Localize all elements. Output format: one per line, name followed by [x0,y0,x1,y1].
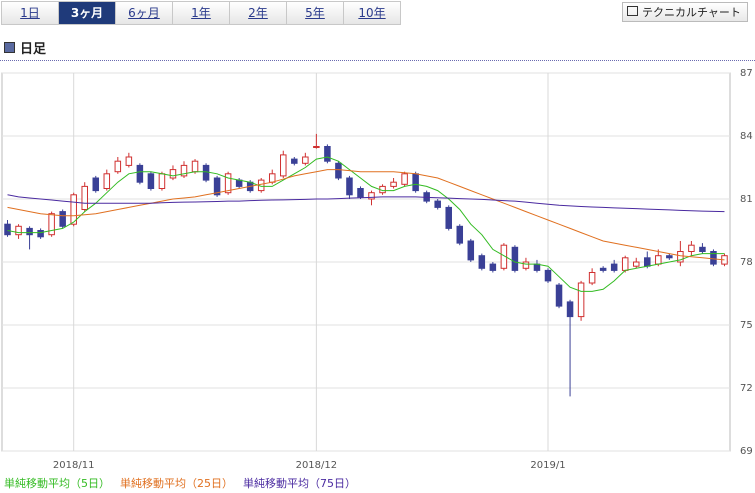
candle-body [489,263,497,271]
candle-body [224,173,232,194]
candle-body [677,251,684,263]
candle-body [346,177,353,196]
candle-body [555,284,563,307]
candle-body [235,179,243,187]
candle-body [15,225,22,236]
heading: 日足 [4,38,46,57]
divider [0,60,755,61]
candle-body [213,177,221,196]
candle-body [456,225,464,244]
candle-body [368,192,375,200]
technical-chart-button[interactable]: テクニカルチャート [622,2,748,22]
candle-body [202,164,210,181]
candle-body [4,223,11,236]
candle-body [655,255,662,265]
candle-body [621,257,629,271]
candle-body [169,169,177,179]
candle-body [401,173,408,185]
legend-entry: 単純移動平均（5日） [4,476,110,490]
candle-body [114,160,122,173]
candle-body [511,246,519,271]
candle-body [610,263,618,271]
candle-body [136,164,144,183]
candle-body [566,301,574,318]
candle-body [632,261,640,267]
candle-body [644,257,651,267]
candle-body [37,230,44,238]
candle-body [180,164,188,177]
candle-body [522,261,530,269]
candle-body [599,267,607,271]
candle-body [688,244,695,252]
tab[interactable]: 3ヶ月 [58,1,116,25]
y-tick-label: 81 [740,194,753,205]
candle-body [268,173,276,183]
legend-entry: 単純移動平均（75日） [243,476,356,490]
y-tick-label: 75 [740,320,753,331]
moving-average-line [7,194,725,213]
x-tick-label: 2018/12 [296,460,338,471]
candle-body [577,282,585,318]
tab[interactable]: 10年 [343,1,401,25]
y-tick-label: 78 [740,257,753,268]
candle-body [588,272,596,284]
moving-average-line [7,156,725,292]
period-tabs: 1日 3ヶ月 6ヶ月 1年 2年 5年 10年 [1,1,401,25]
tab[interactable]: 1年 [172,1,230,25]
tab[interactable]: 6ヶ月 [115,1,173,25]
candle-body [699,246,706,253]
candle-body [92,177,100,192]
legend-entry: 単純移動平均（25日） [120,476,233,490]
candle-body [666,255,673,259]
button-label: テクニカルチャート [642,6,741,19]
candle-body [81,185,88,210]
candle-body [103,173,111,190]
candle-body [533,263,541,271]
moving-average-line [7,169,725,261]
candle-body [26,227,33,236]
y-tick-label: 87 [740,68,753,79]
tab[interactable]: 2年 [229,1,287,25]
candle-body [434,200,441,208]
candle-body [467,240,475,261]
candle-body [412,173,419,192]
candle-body [158,173,166,190]
candle-body [191,160,199,173]
candle-body [291,158,298,164]
candle-body [125,156,133,166]
candle-body [70,194,77,225]
candle-body [280,154,287,177]
candle-body [48,213,55,236]
candle-body [710,251,717,265]
candle-body [445,206,452,229]
candle-body [478,255,486,269]
candle-body [313,146,320,148]
y-tick-label: 72 [740,383,753,394]
candle-body [302,156,309,164]
tab[interactable]: 1日 [1,1,59,25]
x-tick-label: 2018/11 [53,460,95,471]
candle-body [390,181,397,187]
candle-body [357,188,364,198]
candle-body [335,162,342,179]
candle-body [59,211,66,227]
candle-body [544,269,552,282]
candle-body [324,146,331,162]
y-tick-label: 84 [740,131,753,142]
heading-text: 日足 [20,42,47,57]
candle-body [147,173,155,190]
x-tick-label: 2019/1 [530,460,565,471]
y-tick-label: 69 [740,446,753,457]
